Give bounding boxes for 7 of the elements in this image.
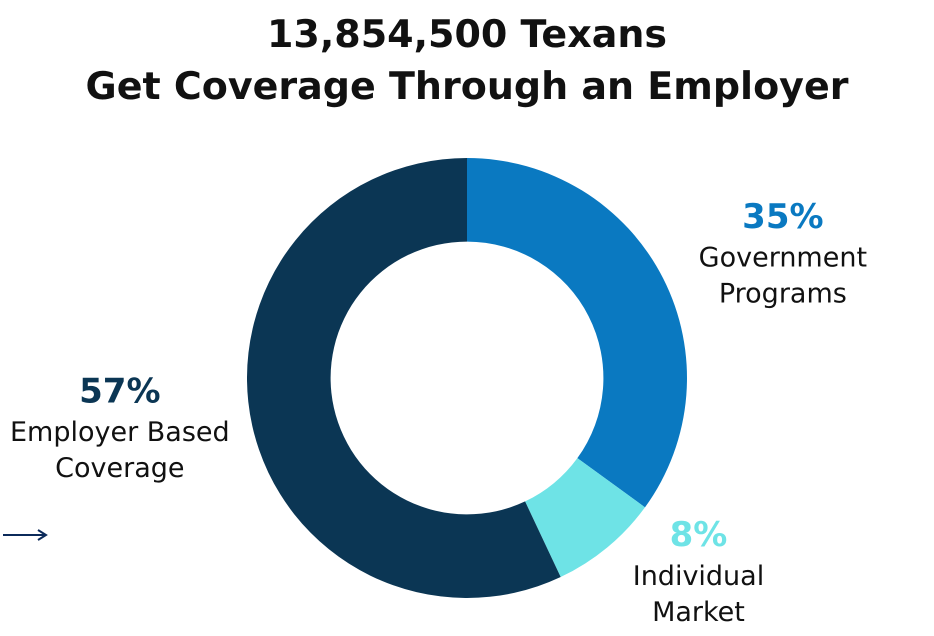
data-label: 8% xyxy=(670,515,728,556)
data-label: 57% xyxy=(79,372,161,412)
slice-label: Individual Market xyxy=(632,560,764,628)
data-label: 35% xyxy=(742,196,824,237)
slice-label: Government Programs xyxy=(698,242,868,310)
chart-title: 13,854,500 Texans Get Coverage Through an Employer xyxy=(84,11,850,110)
slice-label: Employer Based Coverage xyxy=(10,417,230,484)
